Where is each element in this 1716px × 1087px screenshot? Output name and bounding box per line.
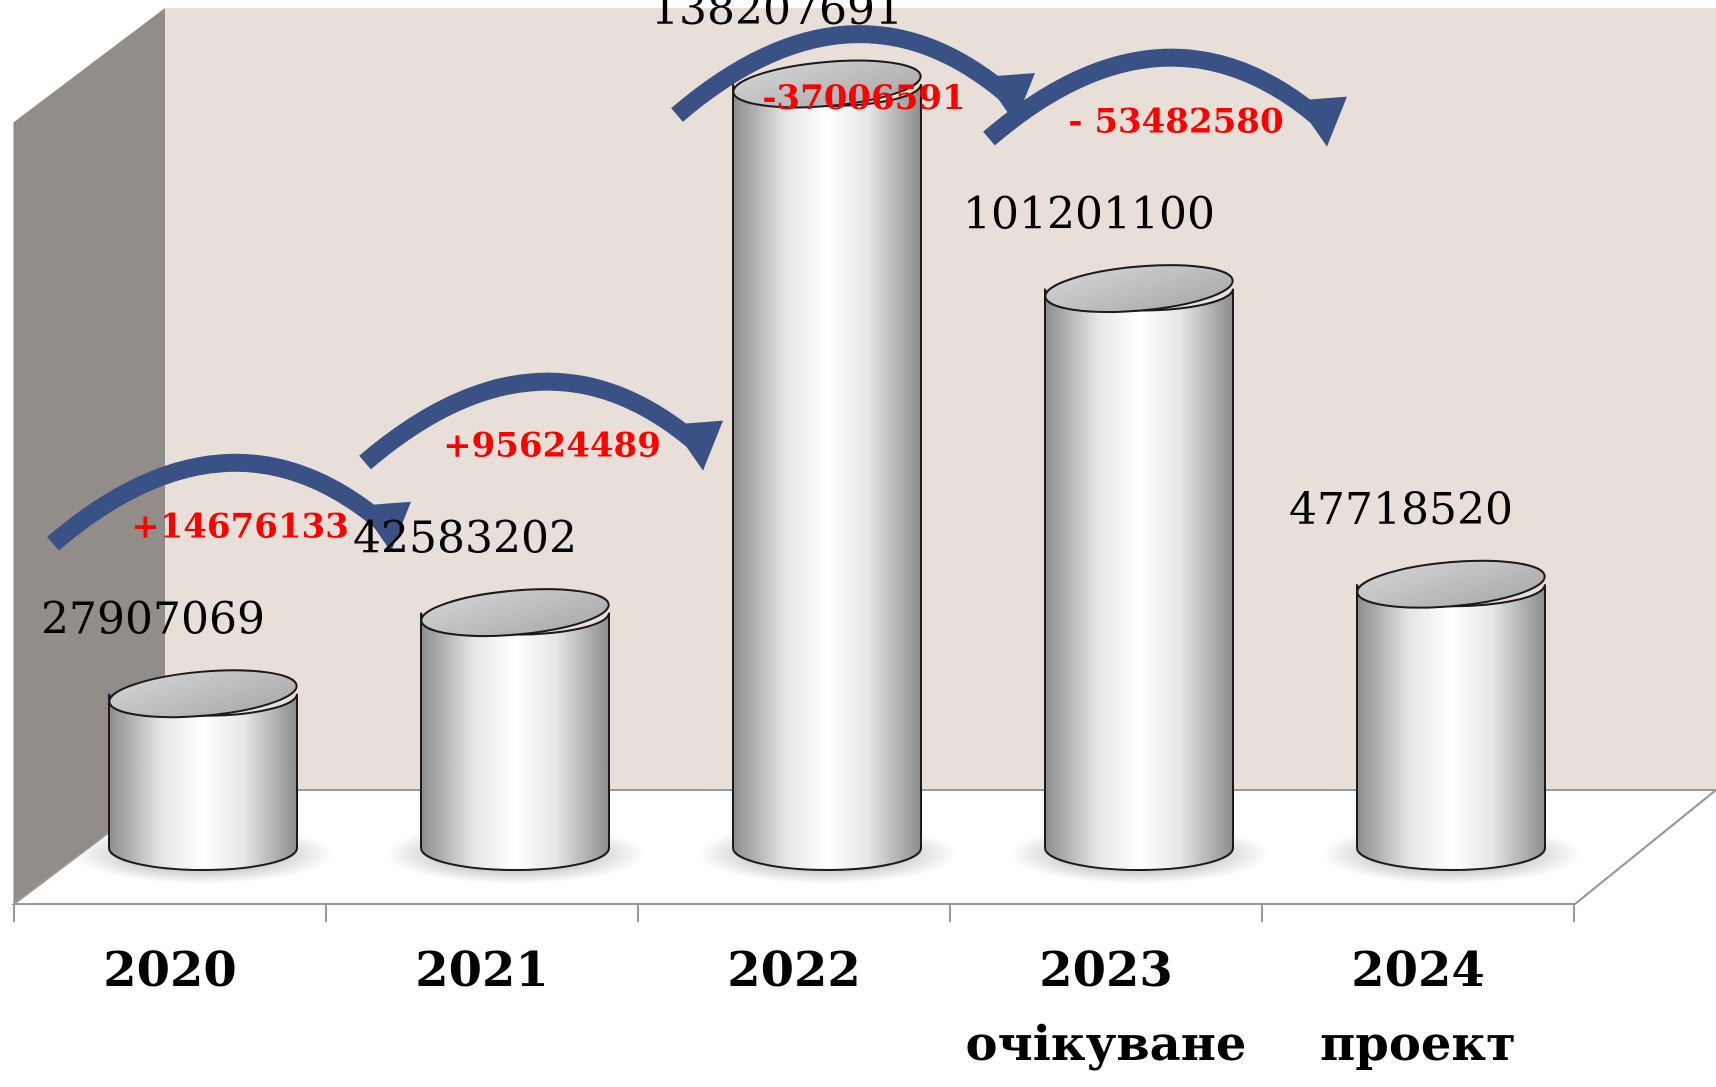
change-label: +14676133	[131, 507, 349, 547]
bar-2022	[732, 83, 922, 871]
bar-top-2024	[1356, 559, 1546, 609]
x-tick-label-2022: 2022	[727, 942, 861, 998]
value-label-2021: 42583202	[353, 513, 577, 564]
change-arrowhead	[983, 73, 1035, 123]
change-label: -37006591	[762, 78, 965, 118]
value-label-2024: 47718520	[1289, 484, 1513, 535]
change-arrowhead	[359, 501, 411, 552]
change-arrowhead	[671, 420, 723, 471]
bar-top-2022	[732, 59, 922, 109]
side-wall	[14, 8, 165, 904]
bars	[73, 59, 1581, 884]
bar-2024	[1356, 584, 1546, 871]
change-arrow	[359, 372, 699, 470]
value-label-2022: 138207691	[651, 0, 903, 35]
change-arrow	[671, 25, 1011, 122]
change-label: +95624489	[443, 426, 661, 466]
change-arrow	[983, 48, 1323, 146]
bar-2021	[420, 612, 610, 871]
bar-top-2023	[1044, 264, 1234, 313]
value-label-2020: 27907069	[41, 594, 265, 645]
change-arrows	[47, 25, 1347, 552]
x-tick-label-2020: 2020	[103, 942, 237, 998]
bar-top-2021	[420, 588, 610, 638]
bar-2023	[1044, 288, 1234, 871]
bar-2020	[108, 693, 298, 871]
labels: 27907069 2020 42583202 2021 138207691 2022 101…	[41, 0, 1516, 1072]
floor-right-edge	[1574, 789, 1716, 905]
x-tick-label-2023: 2023	[1039, 942, 1173, 998]
change-arrow	[47, 453, 387, 551]
bar-top-2020	[108, 669, 298, 719]
axis-ticks	[13, 904, 1575, 922]
value-label-2023: 101201100	[963, 189, 1215, 240]
change-label: - 53482580	[1068, 102, 1283, 142]
x-tick-label-2021: 2021	[415, 942, 549, 998]
x-tick-sublabel-2024: проект	[1320, 1016, 1516, 1072]
change-arrowhead	[1295, 96, 1347, 147]
x-tick-sublabel-2023: очікуване	[966, 1016, 1247, 1072]
x-tick-label-2024: 2024	[1351, 942, 1485, 998]
